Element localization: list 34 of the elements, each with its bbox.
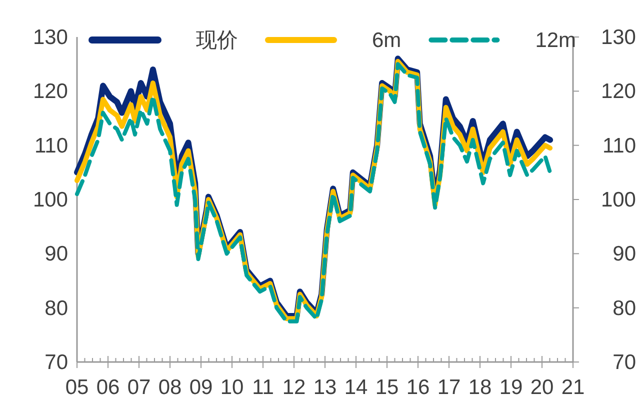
x-tick-label: 05 bbox=[65, 376, 89, 399]
y-tick-label: 90 bbox=[612, 242, 636, 266]
x-tick-label: 10 bbox=[220, 376, 244, 399]
y2-tick-label: 130 bbox=[32, 26, 68, 49]
y-tick-label: 80 bbox=[612, 296, 636, 320]
y2-tick-label: 80 bbox=[44, 296, 68, 320]
legend-label: 现价 bbox=[196, 29, 238, 52]
x-tick-label: 16 bbox=[406, 376, 430, 399]
x-tick-label: 09 bbox=[189, 376, 213, 399]
x-tick-label: 12 bbox=[282, 376, 306, 399]
y-tick-label: 120 bbox=[600, 80, 636, 104]
y-tick-label: 70 bbox=[612, 351, 636, 374]
y-tick-label: 110 bbox=[602, 134, 636, 158]
x-tick-label: 15 bbox=[375, 376, 399, 399]
x-tick-label: 21 bbox=[561, 376, 585, 399]
x-tick-label: 20 bbox=[530, 376, 554, 399]
y2-tick-label: 120 bbox=[32, 80, 68, 104]
y2-tick-label: 110 bbox=[34, 134, 68, 158]
legend-label: 12m bbox=[535, 29, 576, 52]
x-tick-label: 06 bbox=[96, 376, 120, 399]
x-tick-label: 08 bbox=[158, 376, 182, 399]
y2-tick-label: 90 bbox=[44, 242, 68, 266]
x-tick-label: 18 bbox=[468, 376, 492, 399]
y-tick-label: 130 bbox=[600, 26, 636, 49]
x-tick-label: 13 bbox=[313, 376, 337, 399]
y2-tick-label: 70 bbox=[44, 351, 68, 374]
x-tick-label: 17 bbox=[437, 376, 461, 399]
y2-tick-label: 100 bbox=[32, 188, 68, 212]
y-tick-label: 100 bbox=[600, 188, 636, 212]
x-tick-label: 11 bbox=[252, 376, 274, 399]
x-tick-label: 19 bbox=[499, 376, 523, 399]
x-tick-label: 14 bbox=[344, 376, 368, 399]
legend-label: 6m bbox=[372, 29, 402, 52]
x-tick-label: 07 bbox=[127, 376, 151, 399]
